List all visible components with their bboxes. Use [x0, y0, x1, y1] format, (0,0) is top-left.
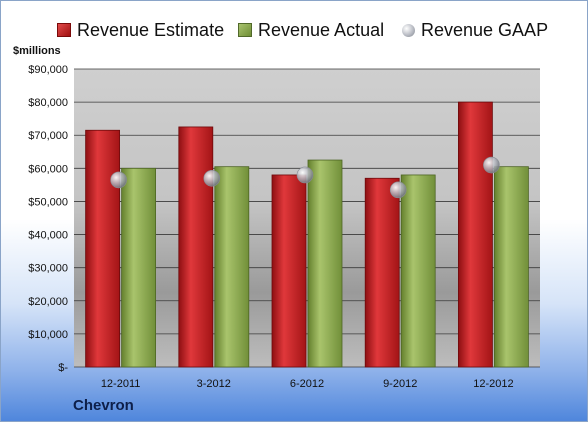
legend-item-actual: Revenue Actual [238, 17, 384, 43]
legend-swatch-estimate [57, 23, 71, 37]
bar-revenue-actual [307, 159, 343, 368]
legend: Revenue Estimate Revenue Actual Revenue … [1, 17, 587, 43]
y-tick-label: $- [58, 362, 68, 374]
bar-revenue-actual [214, 166, 250, 368]
bar-revenue-actual [121, 167, 156, 368]
company-name: Chevron [73, 397, 134, 414]
y-tick-label: $40,000 [28, 230, 68, 242]
y-tick-label: $50,000 [28, 196, 68, 208]
bar-revenue-estimate [271, 174, 307, 368]
y-axis-unit-label: $millions [13, 45, 61, 57]
bar-revenue-estimate [457, 101, 493, 368]
marker-revenue-gaap [110, 171, 127, 189]
legend-swatch-actual [238, 23, 252, 37]
marker-revenue-gaap [296, 166, 314, 184]
legend-label-gaap: Revenue GAAP [421, 19, 549, 40]
bar-revenue-estimate [178, 126, 214, 368]
marker-revenue-gaap [483, 156, 500, 174]
y-tick-label: $80,000 [28, 97, 68, 109]
bar-revenue-estimate [85, 129, 120, 368]
x-tick-label: 6-2012 [290, 378, 324, 390]
x-tick-label: 9-2012 [383, 378, 417, 390]
x-tick-label: 12-2012 [473, 378, 513, 390]
y-tick-label: $30,000 [28, 263, 68, 275]
y-tick-label: $10,000 [28, 329, 68, 341]
marker-revenue-gaap [203, 169, 221, 187]
marker-revenue-gaap [389, 181, 407, 199]
bar-revenue-estimate [364, 177, 400, 368]
y-tick-label: $60,000 [28, 163, 68, 175]
legend-label-estimate: Revenue Estimate [77, 19, 225, 40]
bar-revenue-actual [400, 174, 436, 368]
x-tick-label: 12-2011 [101, 378, 141, 390]
x-tick-label: 3-2012 [197, 378, 231, 390]
y-tick-label: $20,000 [28, 296, 68, 308]
y-tick-label: $70,000 [28, 130, 68, 142]
legend-marker-gaap [402, 23, 415, 37]
legend-item-gaap: Revenue GAAP [402, 17, 548, 43]
bar-revenue-actual [493, 166, 529, 368]
y-tick-label: $90,000 [28, 64, 68, 76]
legend-item-estimate: Revenue Estimate [57, 17, 224, 43]
legend-label-actual: Revenue Actual [258, 19, 385, 40]
